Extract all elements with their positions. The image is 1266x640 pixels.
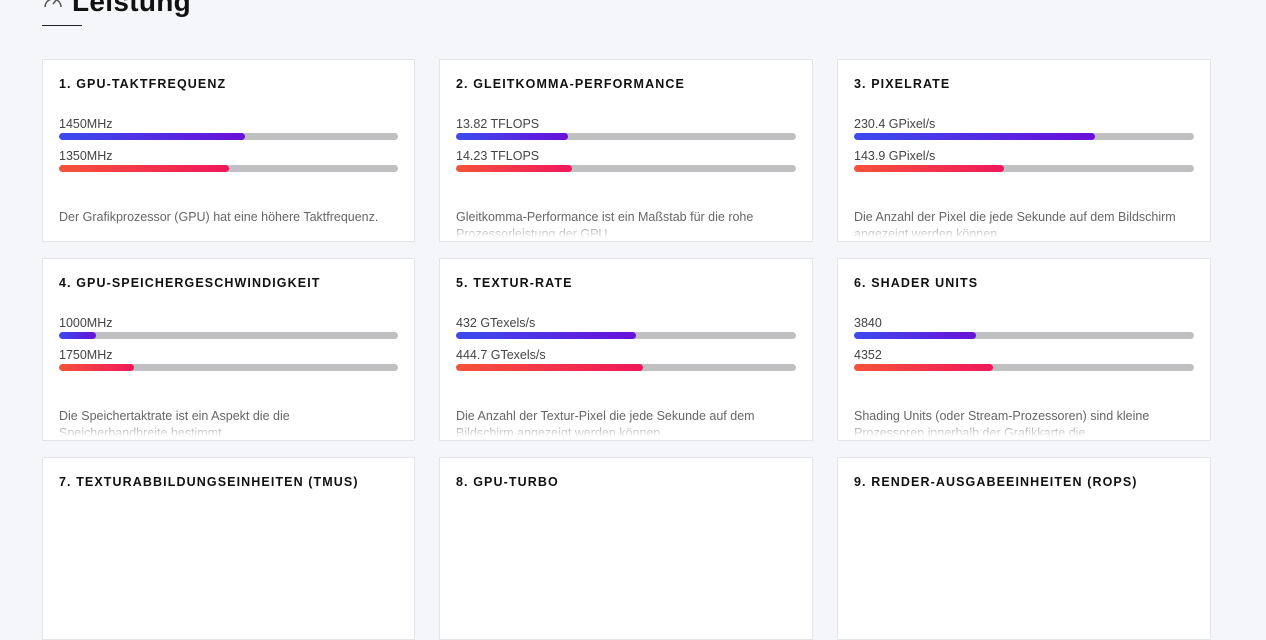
bar-value: 444.7 GTexels/s	[456, 348, 546, 362]
text-fade	[440, 420, 812, 440]
bar-fill	[854, 165, 1004, 172]
bar-row: 14.23 TFLOPS	[456, 149, 796, 172]
bar-track	[59, 165, 398, 172]
bar-track	[854, 133, 1194, 140]
card-title: 2. GLEITKOMMA-PERFORMANCE	[456, 77, 685, 91]
bar-track	[854, 165, 1194, 172]
bar-value: 1350MHz	[59, 149, 113, 163]
speedometer-icon	[42, 0, 64, 13]
metric-card: 3. PIXELRATE 230.4 GPixel/s 143.9 GPixel/s…	[837, 59, 1211, 242]
metric-card: 2. GLEITKOMMA-PERFORMANCE 13.82 TFLOPS 14.…	[439, 59, 813, 242]
bar-track	[456, 165, 796, 172]
bar-value: 13.82 TFLOPS	[456, 117, 540, 131]
bar-track	[854, 364, 1194, 371]
comparison-bars: 1450MHz 1350MHz	[59, 117, 398, 172]
card-title: 8. GPU-TURBO	[456, 475, 559, 489]
bar-fill	[456, 133, 569, 140]
bar-fill	[456, 165, 572, 172]
text-fade	[43, 221, 414, 241]
text-fade	[440, 221, 812, 241]
card-title: 3. PIXELRATE	[854, 77, 951, 91]
card-title: 5. TEXTUR-RATE	[456, 276, 573, 290]
bar-track	[59, 364, 398, 371]
title-underline	[42, 25, 82, 26]
text-fade	[838, 221, 1210, 241]
card-title: 6. SHADER UNITS	[854, 276, 979, 290]
bar-value: 4352	[854, 348, 882, 362]
comparison-bars: 13.82 TFLOPS 14.23 TFLOPS	[456, 117, 796, 172]
bar-value: 143.9 GPixel/s	[854, 149, 936, 163]
bar-row: 1750MHz	[59, 348, 398, 371]
bar-fill	[854, 133, 1096, 140]
bar-value: 1450MHz	[59, 117, 113, 131]
card-title: 4. GPU-SPEICHERGESCHWINDIGKEIT	[59, 276, 321, 290]
bar-row: 1450MHz	[59, 117, 398, 140]
bar-fill	[456, 364, 643, 371]
bar-row: 13.82 TFLOPS	[456, 117, 796, 140]
bar-track	[59, 133, 398, 140]
card-title: 9. RENDER-AUSGABEEINHEITEN (ROPS)	[854, 475, 1138, 489]
bar-track	[456, 332, 796, 339]
bar-value: 3840	[854, 316, 882, 330]
comparison-bars: 230.4 GPixel/s 143.9 GPixel/s	[854, 117, 1194, 172]
bar-fill	[59, 133, 246, 140]
bar-value: 432 GTexels/s	[456, 316, 536, 330]
card-title: 1. GPU-TAKTFREQUENZ	[59, 77, 227, 91]
comparison-bars: 432 GTexels/s 444.7 GTexels/s	[456, 316, 796, 371]
text-fade	[43, 420, 414, 440]
bar-row: 444.7 GTexels/s	[456, 348, 796, 371]
bar-track	[854, 332, 1194, 339]
bar-row: 143.9 GPixel/s	[854, 149, 1194, 172]
bar-track	[59, 332, 398, 339]
comparison-bars: 3840 4352	[854, 316, 1194, 371]
bar-fill	[59, 165, 229, 172]
bar-row: 230.4 GPixel/s	[854, 117, 1194, 140]
metric-card: 7. TEXTURABBILDUNGSEINHEITEN (TMUS)	[42, 457, 415, 640]
bar-fill	[59, 364, 134, 371]
bar-track	[456, 364, 796, 371]
metric-card: 9. RENDER-AUSGABEEINHEITEN (ROPS)	[837, 457, 1211, 640]
metric-card: 8. GPU-TURBO	[439, 457, 813, 640]
bar-fill	[456, 332, 637, 339]
bar-value: 1000MHz	[59, 316, 113, 330]
bar-value: 1750MHz	[59, 348, 113, 362]
bar-row: 4352	[854, 348, 1194, 371]
metric-card: 5. TEXTUR-RATE 432 GTexels/s 444.7 GTexels…	[439, 258, 813, 441]
bar-row: 3840	[854, 316, 1194, 339]
section-title: Leistung	[72, 0, 192, 17]
bar-fill	[59, 332, 97, 339]
bar-row: 1350MHz	[59, 149, 398, 172]
metric-card: 4. GPU-SPEICHERGESCHWINDIGKEIT 1000MHz 175…	[42, 258, 415, 441]
bar-value: 14.23 TFLOPS	[456, 149, 540, 163]
performance-grid: 1. GPU-TAKTFREQUENZ 1450MHz 1350MHz Der Gra…	[42, 59, 1211, 640]
bar-track	[456, 133, 796, 140]
section-header: Leistung	[42, 0, 191, 18]
bar-fill	[854, 364, 994, 371]
card-description: Der Grafikprozessor (GPU) hat eine höher…	[59, 210, 379, 224]
bar-value: 230.4 GPixel/s	[854, 117, 936, 131]
metric-card: 6. SHADER UNITS 3840 4352 Shading Units (od…	[837, 258, 1211, 441]
metric-card: 1. GPU-TAKTFREQUENZ 1450MHz 1350MHz Der Gra…	[42, 59, 415, 242]
text-fade	[838, 420, 1210, 440]
card-title: 7. TEXTURABBILDUNGSEINHEITEN (TMUS)	[59, 475, 359, 489]
bar-row: 1000MHz	[59, 316, 398, 339]
bar-row: 432 GTexels/s	[456, 316, 796, 339]
comparison-bars: 1000MHz 1750MHz	[59, 316, 398, 371]
bar-fill	[854, 332, 977, 339]
